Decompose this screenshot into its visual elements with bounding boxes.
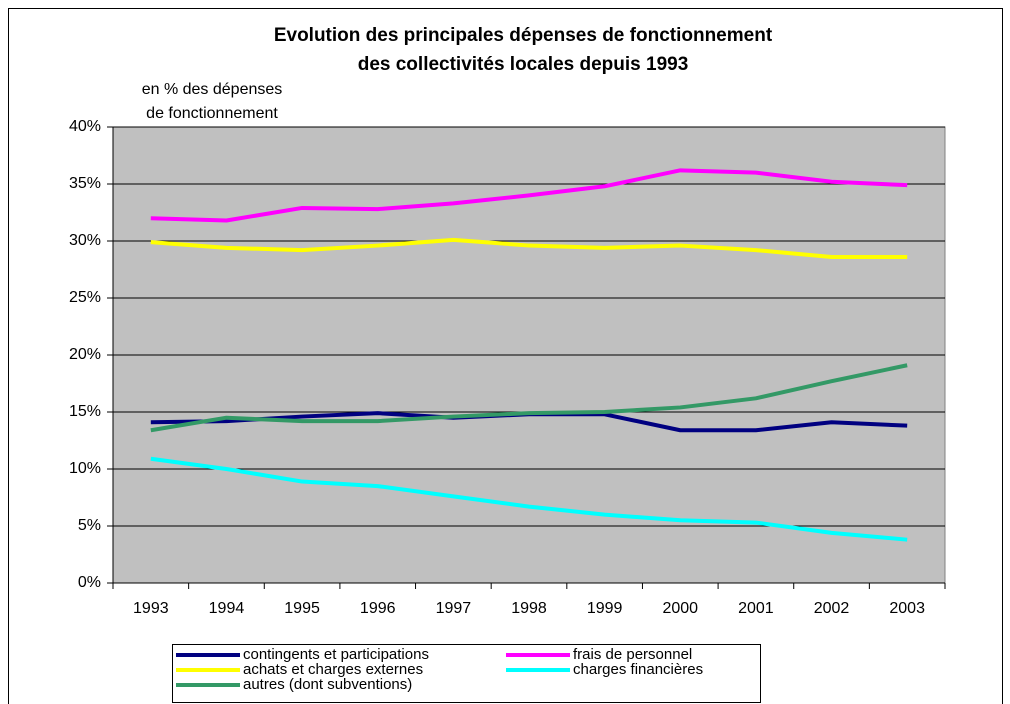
x-tick-label: 1995 [284,600,320,617]
x-tick-label: 1998 [511,600,547,617]
series-line [150,168,908,223]
x-tick-label: 1993 [133,600,169,617]
series-line [150,237,908,259]
y-tick-label: 40% [69,118,101,135]
legend-label: frais de personnel [573,646,692,663]
series-line [150,363,908,433]
y-tick-label: 5% [78,517,101,534]
x-tick-label: 1997 [436,600,472,617]
legend-label: achats et charges externes [243,661,423,678]
y-tick-label: 20% [69,346,101,363]
legend-label: charges financières [573,661,703,678]
y-tick-label: 15% [69,403,101,420]
chart-title: Evolution des principales dépenses de fo… [274,25,773,46]
legend-label: contingents et participations [243,646,429,663]
chart-title: des collectivités locales depuis 1993 [358,54,689,75]
y-tick-label: 10% [69,460,101,477]
x-tick-label: 2002 [814,600,850,617]
x-tick-label: 2001 [738,600,774,617]
legend-label: autres (dont subventions) [243,676,412,693]
x-tick-label: 2003 [889,600,925,617]
y-tick-label: 30% [69,232,101,249]
x-tick-label: 1999 [587,600,623,617]
y-tick-label: 35% [69,175,101,192]
y-axis-label: de fonctionnement [146,105,278,122]
x-tick-label: 1996 [360,600,396,617]
legend-box [172,644,761,703]
y-tick-label: 25% [69,289,101,306]
series-line [150,456,908,542]
x-tick-label: 2000 [662,600,698,617]
y-axis-label: en % des dépenses [142,81,283,98]
y-tick-label: 0% [78,574,101,591]
x-tick-label: 1994 [209,600,245,617]
